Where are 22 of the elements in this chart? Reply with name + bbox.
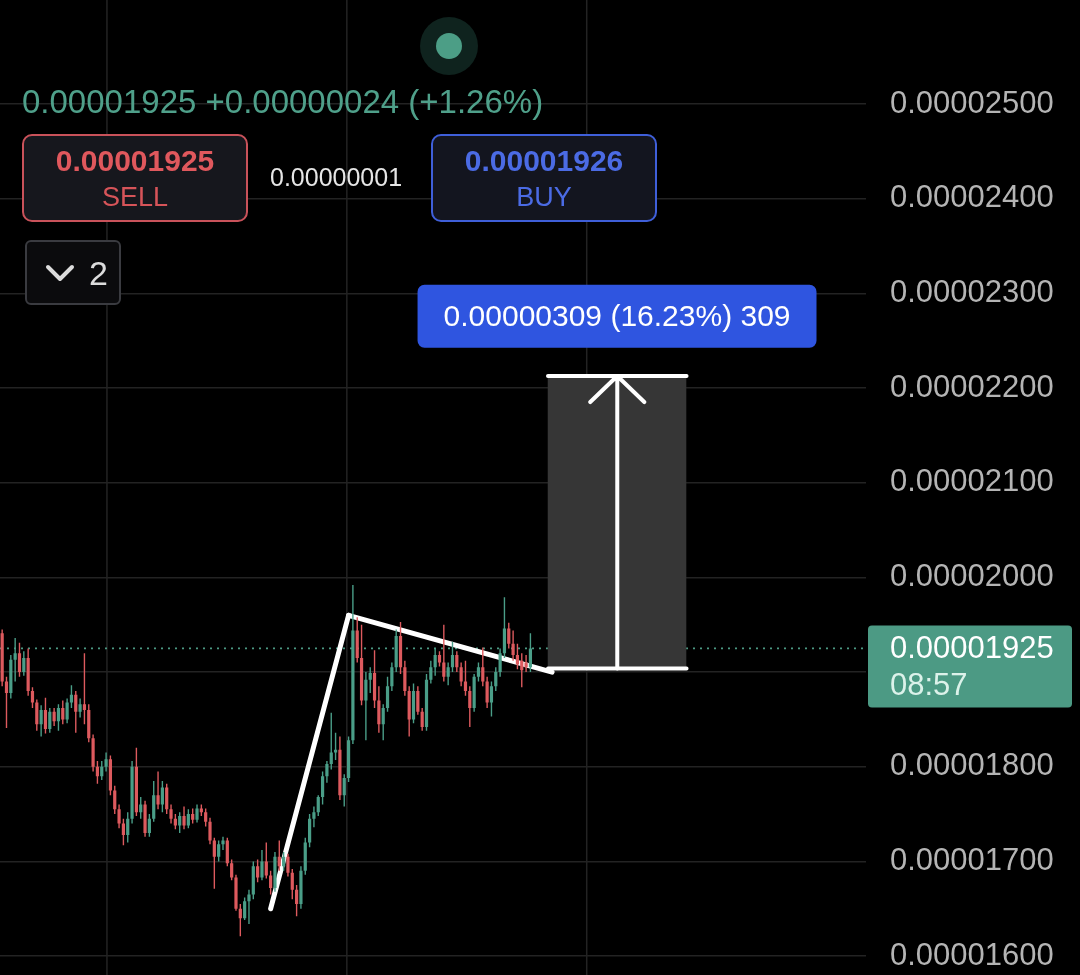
y-tick-label: 0.00002000 bbox=[890, 557, 1054, 593]
y-tick-label: 0.00001600 bbox=[890, 936, 1054, 972]
annotation: BUY bbox=[516, 181, 572, 212]
annotation: SELL bbox=[101, 181, 169, 212]
annotation: 0.00001925 bbox=[55, 143, 215, 177]
y-tick-label: 0.00002100 bbox=[890, 463, 1054, 499]
y-tick-label: 0.00002200 bbox=[890, 368, 1054, 404]
count-button: 2 bbox=[25, 240, 121, 305]
y-tick-label: 0.00002300 bbox=[890, 273, 1054, 309]
y-tick-label: 0.00002400 bbox=[890, 179, 1054, 215]
band-label: 0.00000309 (16.23%) 309 bbox=[443, 298, 791, 332]
annotation: 2 bbox=[89, 253, 108, 292]
text: 08:57 bbox=[890, 666, 968, 702]
ref-line-label: 0.00001925 bbox=[890, 629, 1054, 665]
annotation: 0.00000001 bbox=[270, 163, 403, 191]
annotation: 0.00001926 bbox=[464, 143, 624, 177]
sell-button: 0.00001925 SELL bbox=[22, 134, 248, 222]
buy-button: 0.00001926 BUY bbox=[431, 134, 657, 222]
y-tick-label: 0.00001700 bbox=[890, 841, 1054, 877]
annotation: 0.00001925 +0.00000024 (+1.26%) bbox=[22, 83, 544, 120]
y-tick-label: 0.00001800 bbox=[890, 747, 1054, 783]
y-tick-label: 0.00002500 bbox=[890, 84, 1054, 120]
